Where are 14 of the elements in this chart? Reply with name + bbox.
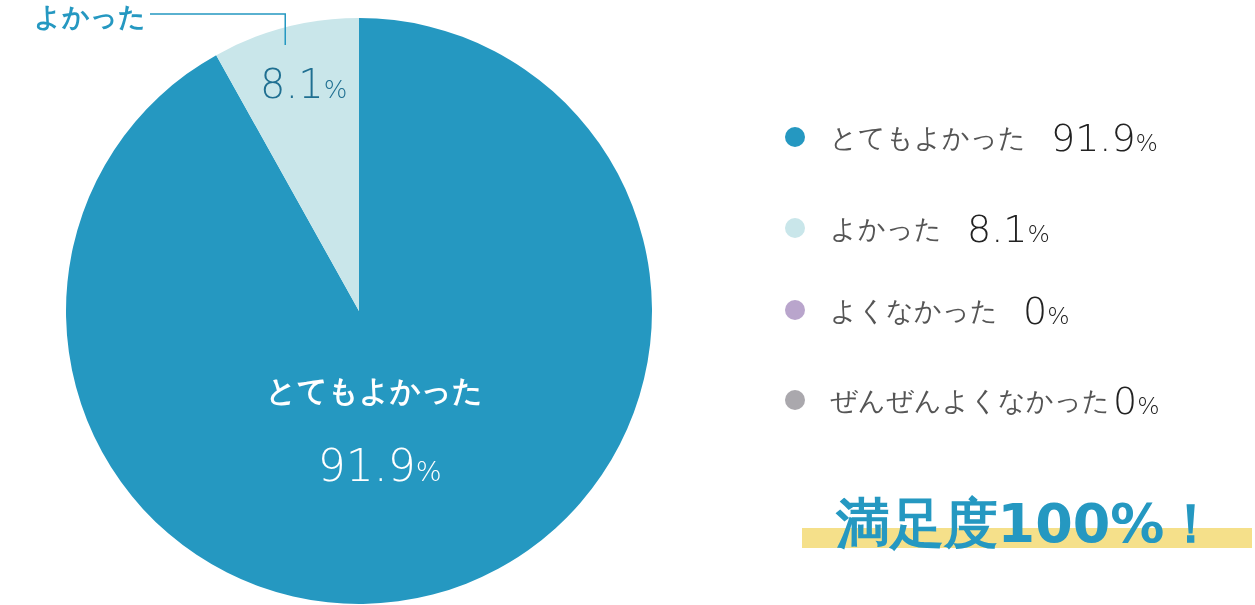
legend-label: ぜんぜんよくなかった [830,385,1110,416]
legend-label: とてもよかった [830,122,1026,153]
data-label: 8.1% [260,61,348,108]
text: 91.9% [1051,116,1158,160]
slice-label: とてもよかった [266,373,484,408]
pie-slice [216,18,359,311]
text: 満足度100%！ [834,492,1219,555]
data-label: 91.9% [317,440,442,491]
legend-label: よかった [830,213,942,244]
text: 8.1% [967,207,1050,251]
legend-label: よくなかった [830,295,998,326]
slice-label: よかった [34,1,146,32]
text: 0% [1113,379,1160,423]
text: 0% [1023,289,1070,333]
